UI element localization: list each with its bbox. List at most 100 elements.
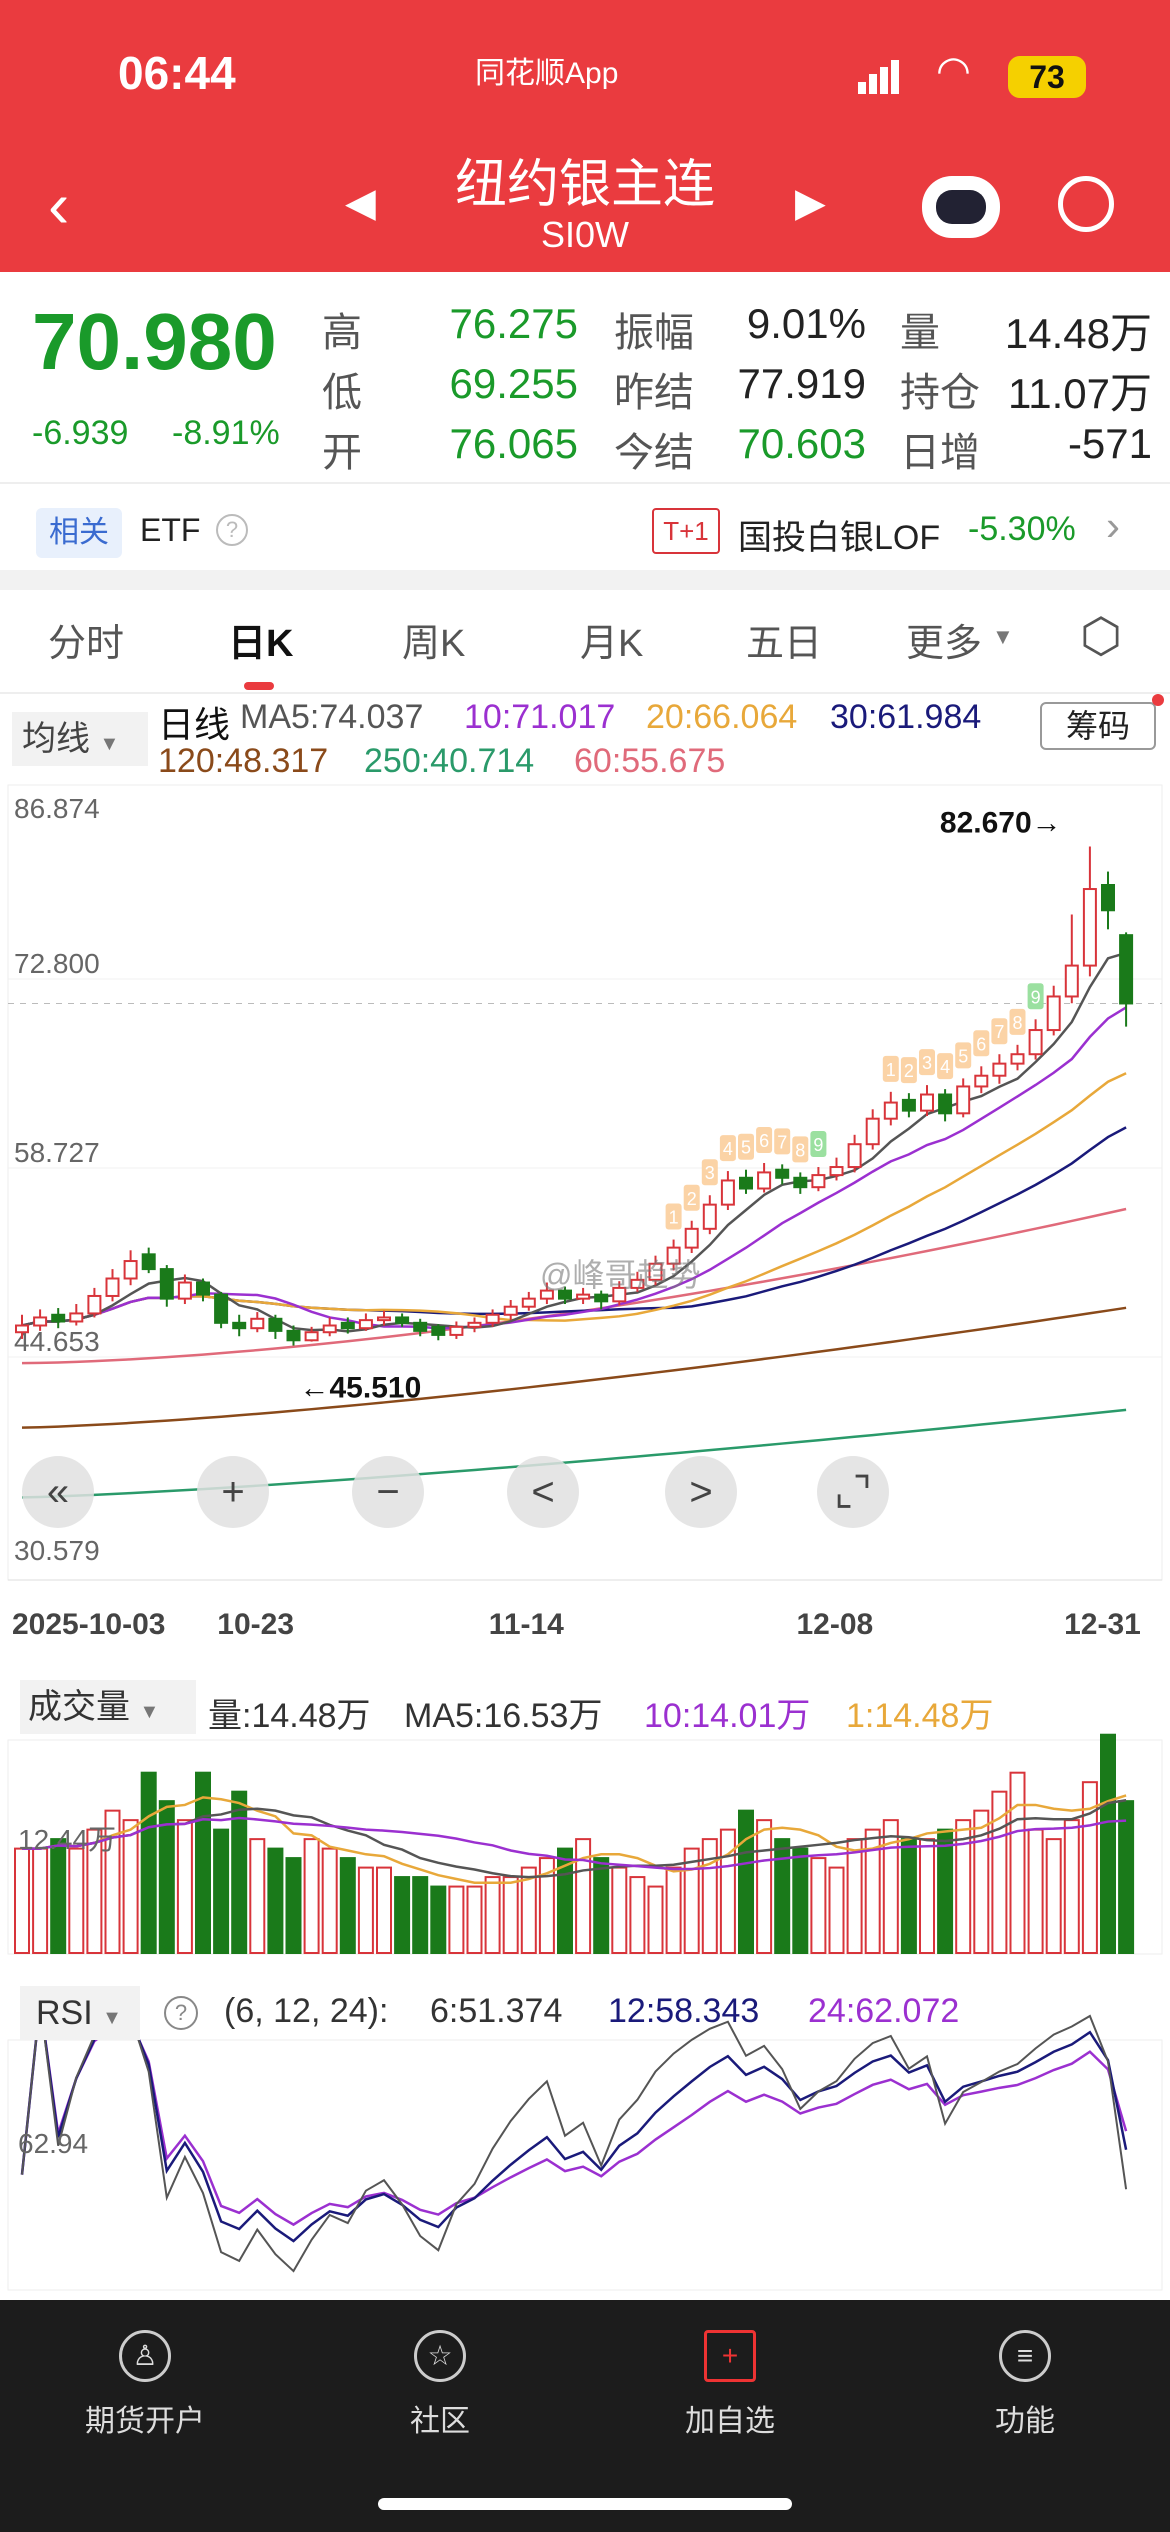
nav-add-watchlist[interactable]: + 加自选 [630, 2330, 830, 2440]
battery-indicator: 73 [1008, 56, 1086, 98]
kline-chart[interactable]: 86.87472.80058.72744.65330.5792025-10-03… [0, 0, 1170, 2300]
td-badge [701, 1159, 718, 1186]
candle [214, 1293, 229, 1324]
volume-bar [919, 1838, 935, 1954]
tab-3[interactable]: 月K [580, 623, 644, 665]
divider [0, 570, 1170, 590]
volume-bar [1027, 1828, 1044, 1955]
divider [0, 692, 1170, 694]
related-tag: 相关 [36, 508, 122, 558]
volume-bar [647, 1885, 664, 1954]
volume-bar [900, 1838, 917, 1954]
volume-bar [502, 1876, 519, 1954]
nav-functions[interactable]: ≡ 功能 [925, 2330, 1125, 2440]
chart-control-4[interactable]: > [665, 1456, 737, 1528]
volume-bar [213, 1828, 230, 1955]
chart-control-5[interactable]: ⌞⌝ [817, 1456, 889, 1528]
active-tab-indicator [244, 682, 274, 690]
td-badge [810, 1131, 827, 1158]
robot-assistant-icon[interactable] [922, 176, 1000, 238]
volume-bar [882, 1819, 899, 1955]
volume-bar [593, 1857, 610, 1954]
nav-open-account[interactable]: ♙ 期货开户 [45, 2330, 245, 2440]
candle [630, 1278, 645, 1289]
volume-bar [828, 1866, 845, 1954]
candle [87, 1294, 102, 1315]
volume-bar [719, 1828, 736, 1955]
search-icon[interactable] [1058, 176, 1114, 232]
x-tick-label: 10-23 [217, 1608, 294, 1641]
chevron-right-icon[interactable]: › [1106, 502, 1120, 549]
candle [159, 1268, 174, 1300]
candle [395, 1316, 410, 1324]
nav-label: 社区 [410, 2405, 470, 2438]
etf-label[interactable]: ETF [140, 512, 201, 548]
candle [720, 1179, 735, 1206]
volume-bar [738, 1809, 754, 1955]
volume-selector[interactable]: 成交量 ▼ [20, 1680, 196, 1734]
candle [811, 1174, 826, 1189]
settings-hexagon-icon[interactable]: ⬡ [1080, 610, 1122, 663]
volume-bar [810, 1857, 827, 1954]
candle [250, 1317, 265, 1330]
next-contract-button[interactable]: ▶ [795, 181, 826, 225]
candle [612, 1286, 627, 1303]
ma-selector[interactable]: 均线 ▼ [12, 712, 148, 766]
volume-bar [14, 1847, 30, 1954]
tab-5[interactable]: 更多 [906, 623, 983, 665]
tab-4[interactable]: 五日 [746, 623, 823, 665]
ma120-value: 120:48.317 [158, 742, 329, 780]
related-fund-name[interactable]: 国投白银LOF [738, 519, 941, 557]
tab-2[interactable]: 周K [402, 623, 466, 665]
volume-bar [937, 1828, 954, 1955]
candle [1082, 888, 1097, 967]
min-price-label: ←45.510 [300, 1372, 422, 1405]
tab-0[interactable]: 分时 [48, 623, 125, 665]
chart-control-1[interactable]: + [197, 1456, 269, 1528]
volume-bar [267, 1847, 284, 1954]
header: 06:44 同花顺App ◠ 73 ‹ ◀ 纽约银主连 SI0W ▶ [0, 0, 1170, 272]
td-badge [719, 1135, 736, 1162]
td-badge [937, 1053, 954, 1080]
td-badge [882, 1055, 899, 1082]
candle [69, 1312, 84, 1323]
quote-label: 振幅 [614, 311, 694, 355]
td-label: 9 [813, 1135, 823, 1155]
nav-community[interactable]: ☆ 社区 [340, 2330, 540, 2440]
rsi-selector[interactable]: RSI ▼ [20, 1986, 140, 2040]
candle [883, 1101, 898, 1120]
max-price-label: 82.670→ [940, 806, 1062, 839]
td-label: 3 [705, 1163, 715, 1183]
candle [992, 1062, 1007, 1077]
volume-bar [683, 1847, 700, 1954]
td-badge [900, 1057, 917, 1084]
volume-frame [7, 1739, 1163, 1955]
candle [467, 1321, 482, 1328]
chips-button[interactable]: 筹码 [1040, 702, 1156, 750]
tab-1[interactable]: 日K [228, 623, 294, 665]
help-icon[interactable]: ? [164, 1996, 198, 2030]
candle [974, 1074, 989, 1088]
td-badge [774, 1128, 791, 1155]
volume-bar [774, 1838, 791, 1954]
help-icon[interactable]: ? [216, 514, 248, 546]
quote-label: 昨结 [614, 371, 694, 415]
candle [268, 1317, 283, 1332]
td-label: 8 [1013, 1013, 1023, 1033]
candle [15, 1324, 29, 1334]
x-tick-label: 2025-10-03 [12, 1608, 165, 1641]
chart-control-2[interactable]: − [352, 1456, 424, 1528]
chart-control-0[interactable]: « [22, 1456, 94, 1528]
back-button[interactable]: ‹ [48, 169, 70, 241]
chart-control-3[interactable]: < [507, 1456, 579, 1528]
volume-bar [158, 1800, 175, 1955]
candle [322, 1324, 337, 1334]
wifi-icon: ◠ [936, 49, 971, 93]
td-label: 1 [669, 1208, 679, 1228]
candle [521, 1297, 536, 1308]
period-label: 日线 [158, 704, 231, 745]
td-label: 2 [904, 1061, 914, 1081]
prev-contract-button[interactable]: ◀ [345, 181, 376, 225]
candle [358, 1319, 373, 1330]
volume-bar [955, 1819, 972, 1955]
